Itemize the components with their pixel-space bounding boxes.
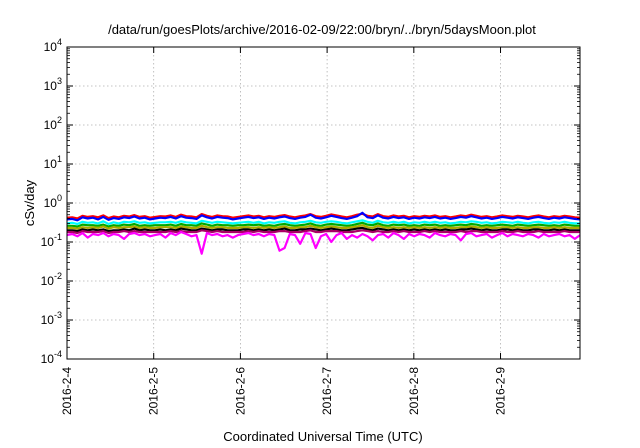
series-layer (66, 211, 581, 255)
x-tick-label: 2016-2-6 (233, 367, 247, 415)
grid (67, 47, 580, 359)
y-axis-ticks: 10-4 10-3 10-2 10-1 100 101 102 103 104 (41, 37, 580, 366)
x-tick-label: 2016-2-4 (60, 367, 74, 415)
y-tick-label: 101 (44, 154, 62, 171)
y-tick-label: 102 (44, 115, 62, 132)
series-line-4 (67, 221, 580, 228)
x-tick-label: 2016-2-5 (147, 367, 161, 415)
chart-title: /data/run/goesPlots/archive/2016-02-09/2… (108, 22, 536, 37)
y-tick-label: 104 (44, 37, 62, 54)
series-line-2 (66, 211, 581, 222)
y-tick-label: 103 (44, 76, 62, 93)
x-axis-label: Coordinated Universal Time (UTC) (223, 429, 422, 444)
series-line-6 (67, 226, 580, 233)
y-tick-label: 10-3 (41, 310, 62, 327)
x-tick-label: 2016-2-8 (407, 367, 421, 415)
series-line-7 (67, 229, 580, 235)
y-axis-label: cSv/day (22, 179, 37, 226)
x-tick-label: 2016-2-9 (494, 367, 508, 415)
y-tick-label: 10-4 (41, 349, 62, 366)
x-axis-ticks: 2016-2-4 2016-2-5 2016-2-6 2016-2-7 2016-2-8… (60, 47, 508, 415)
y-tick-label: 100 (44, 193, 62, 210)
series-line-8 (66, 230, 581, 255)
y-tick-label: 10-1 (41, 232, 62, 249)
series-line-5 (67, 224, 580, 230)
y-tick-label: 10-2 (41, 271, 62, 288)
x-tick-label: 2016-2-7 (320, 367, 334, 415)
series-line-3 (66, 219, 580, 226)
series-line-1 (66, 212, 581, 220)
